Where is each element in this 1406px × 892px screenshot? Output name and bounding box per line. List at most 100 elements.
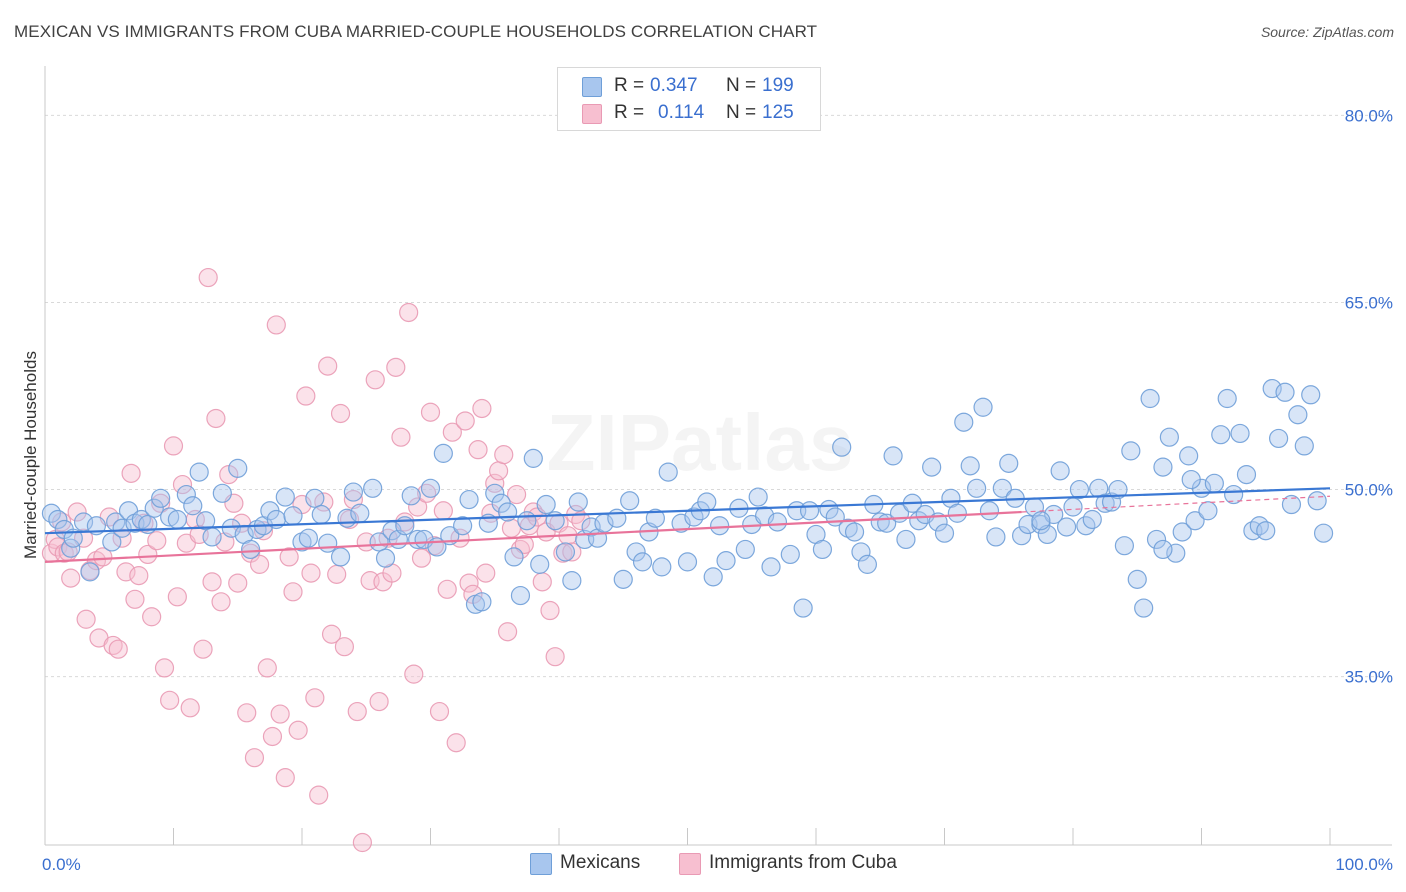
data-point-cuba [167, 587, 187, 607]
data-point-cuba [433, 501, 453, 521]
data-point-mexican [960, 456, 980, 476]
data-point-mexican [1249, 516, 1269, 536]
x-tick-label: 0.0% [42, 855, 81, 874]
data-point-mexican [1217, 388, 1237, 409]
axes [44, 66, 1392, 846]
data-point-mexican [318, 533, 338, 553]
data-point-mexican [677, 552, 698, 572]
data-point-mexican [189, 462, 209, 482]
data-point-mexican [780, 544, 800, 565]
source-credit: Source: ZipAtlas.com [1260, 24, 1394, 40]
y-tick-label: 50.0% [1345, 481, 1393, 500]
data-point-mexican [652, 557, 672, 577]
chart-title: MEXICAN VS IMMIGRANTS FROM CUBA MARRIED-… [14, 22, 818, 41]
data-point-mexican [568, 492, 588, 512]
trend-line-cuba-extension [1021, 495, 1331, 513]
data-point-mexican [896, 529, 916, 550]
data-point-mexican [343, 482, 363, 502]
data-point-mexican [1275, 382, 1295, 402]
data-point-cuba [244, 748, 265, 768]
x-tick-label: 100.0% [1335, 855, 1393, 874]
legend-swatch-pink [679, 853, 701, 875]
data-point-cuba [202, 572, 222, 592]
data-point-mexican [1063, 497, 1083, 517]
data-point-mexican [793, 598, 813, 618]
data-point-cuba [257, 658, 277, 678]
data-point-cuba [142, 607, 162, 627]
data-point-mexican [1121, 441, 1141, 461]
data-point-mexican [536, 494, 556, 515]
data-point-cuba [108, 639, 128, 659]
data-point-cuba [93, 547, 113, 567]
data-point-cuba [404, 664, 424, 684]
data-point-mexican [922, 457, 942, 477]
data-point-mexican [1140, 388, 1160, 409]
trend-lines [44, 487, 1331, 563]
data-point-mexican [1313, 523, 1334, 543]
data-point-cuba [391, 427, 411, 447]
data-point-mexican [748, 487, 768, 507]
data-point-mexican [212, 483, 232, 503]
data-point-cuba [365, 370, 385, 390]
data-point-mexican [401, 486, 421, 506]
data-point-cuba [455, 411, 475, 431]
data-point-mexican [453, 516, 473, 536]
data-point-cuba [334, 637, 355, 657]
data-point-mexican [632, 552, 653, 572]
n-label: N = [726, 102, 757, 123]
n-value-mexicans: 199 [762, 75, 794, 96]
data-point-mexican [581, 517, 601, 537]
data-point-mexican [196, 511, 216, 531]
data-point-mexican [485, 483, 505, 503]
data-point-cuba [489, 461, 509, 481]
n-value-cuba: 125 [762, 102, 794, 123]
data-point-mexican [1236, 464, 1257, 485]
data-point-mexican [504, 547, 524, 567]
data-point-mexican [1268, 428, 1289, 449]
data-point-mexican [986, 527, 1006, 547]
data-point-mexican [63, 528, 83, 548]
y-tick-label: 80.0% [1345, 106, 1393, 125]
data-point-mexican [812, 539, 833, 560]
data-point-cuba [116, 562, 136, 582]
data-point-cuba [301, 563, 321, 583]
data-point-mexican [530, 554, 550, 574]
data-point-cuba [305, 688, 325, 708]
data-point-mexican [298, 528, 319, 548]
data-point-cuba [369, 691, 389, 712]
data-point-cuba [309, 785, 329, 805]
data-point-cuba [180, 698, 200, 718]
data-point-cuba [330, 403, 351, 424]
data-point-cuba [437, 579, 457, 599]
data-point-cuba [506, 484, 527, 505]
data-point-mexican [1108, 479, 1128, 500]
n-label: N = [726, 75, 757, 96]
data-point-cuba [347, 701, 367, 722]
data-point-mexican [1198, 501, 1218, 521]
data-point-mexican [844, 522, 865, 542]
data-point-mexican [369, 532, 389, 552]
data-point-mexican [1204, 473, 1224, 493]
data-point-mexican [523, 448, 543, 468]
data-point-cuba [163, 436, 184, 456]
data-point-cuba [103, 635, 123, 656]
data-point-cuba [275, 768, 295, 788]
data-point-mexican [1101, 492, 1122, 512]
data-point-mexican [275, 487, 295, 507]
x-tick-labels: 0.0% 100.0% [42, 855, 1393, 874]
data-point-mexican [562, 571, 582, 591]
data-point-cuba [498, 622, 518, 642]
data-point-cuba [147, 531, 167, 551]
data-point-cuba [138, 544, 158, 565]
data-point-cuba [386, 357, 406, 377]
data-point-cuba [193, 639, 213, 659]
data-point-mexican [799, 501, 820, 521]
data-point-mexican [767, 512, 788, 532]
data-point-mexican [1288, 405, 1308, 425]
legend-label-mexicans: Mexicans [560, 852, 641, 873]
data-point-mexican [228, 458, 248, 478]
data-point-mexican [555, 542, 576, 562]
data-point-mexican [967, 478, 987, 498]
data-point-mexican [947, 503, 967, 523]
